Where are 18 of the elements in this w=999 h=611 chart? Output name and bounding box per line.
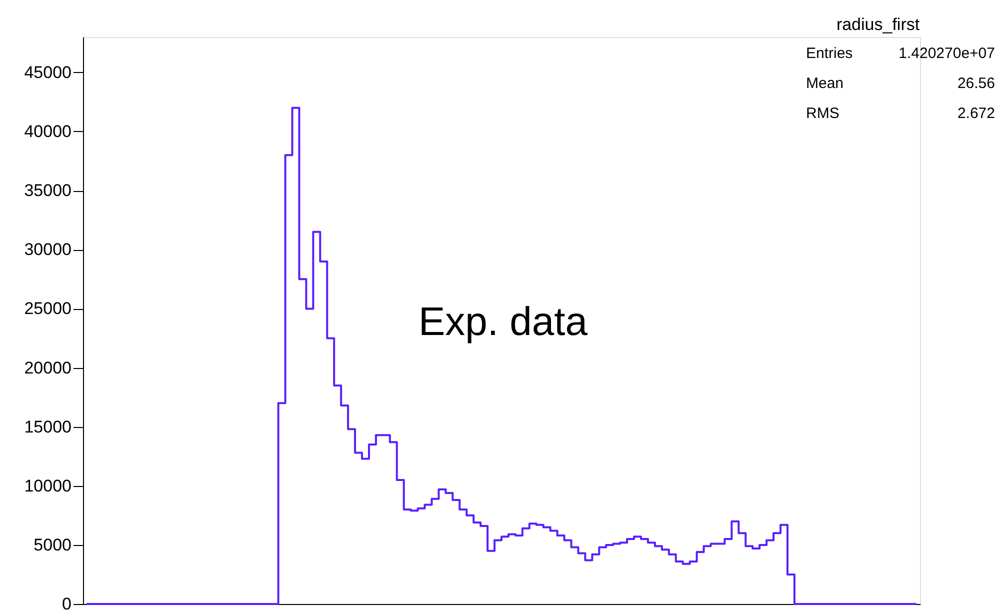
- annotation: Entries: [806, 45, 853, 62]
- text: 26.56: [957, 75, 995, 92]
- annotation: 1.420270e+07: [898, 45, 995, 62]
- y-tick-label: 10000: [24, 476, 72, 496]
- y-tick-label: 0: [62, 594, 72, 611]
- y-tick-label: 20000: [24, 358, 72, 378]
- text: 2.672: [957, 105, 995, 122]
- y-tick-label: 35000: [24, 181, 72, 200]
- y-tick-label: 40000: [24, 122, 72, 141]
- annotation: RMS: [806, 105, 840, 122]
- annotation: Mean: [806, 75, 844, 92]
- annotation: Exp. data: [418, 300, 588, 344]
- text: radius_first: [836, 15, 920, 34]
- y-tick-label: 15000: [24, 417, 72, 436]
- y-tick-label: 45000: [24, 62, 72, 82]
- y-tick-label: 30000: [24, 240, 72, 260]
- y-tick-label: 25000: [24, 299, 72, 318]
- y-tick-label: 5000: [34, 535, 72, 554]
